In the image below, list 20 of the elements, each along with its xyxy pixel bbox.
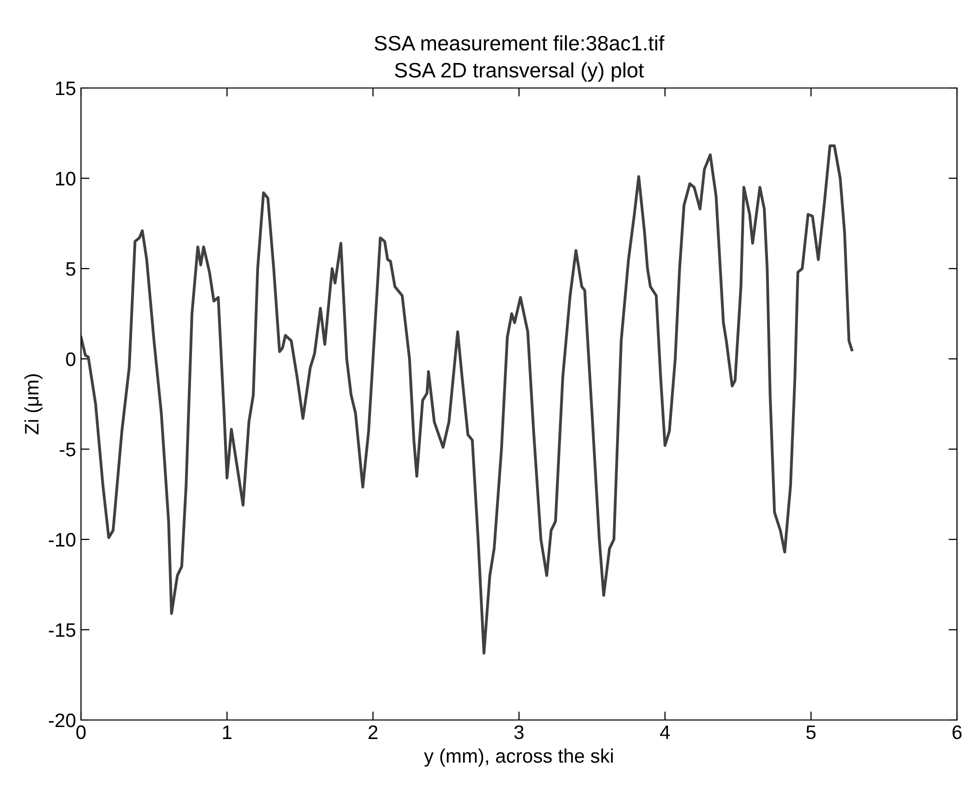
- y-tick-label: 0: [66, 352, 76, 366]
- x-tick-label: 4: [660, 726, 670, 739]
- y-tick-label: 15: [56, 82, 76, 96]
- y-tick-label: -5: [60, 442, 76, 456]
- y-axis-title: Zi (μm): [24, 374, 42, 434]
- y-tick-label: 10: [56, 172, 76, 186]
- x-tick-label: 2: [368, 725, 378, 739]
- chart-subtitle: SSA 2D transversal (y) plot: [394, 62, 644, 82]
- x-tick-label: 3: [514, 725, 524, 740]
- y-tick-label: -15: [48, 623, 76, 637]
- x-tick-label: 6: [952, 725, 962, 740]
- chart-title: SSA measurement file:38ac1.tif: [374, 35, 664, 51]
- y-tick-label: -10: [48, 532, 76, 547]
- x-tick-label: 1: [223, 726, 232, 739]
- x-tick-label: 0: [76, 725, 86, 740]
- x-axis-title: y (mm), across the ski: [424, 748, 613, 767]
- y-tick-label: -20: [48, 713, 76, 728]
- y-tick-label: 5: [66, 262, 76, 276]
- x-tick-label: 5: [806, 726, 816, 740]
- line-series: [81, 144, 854, 655]
